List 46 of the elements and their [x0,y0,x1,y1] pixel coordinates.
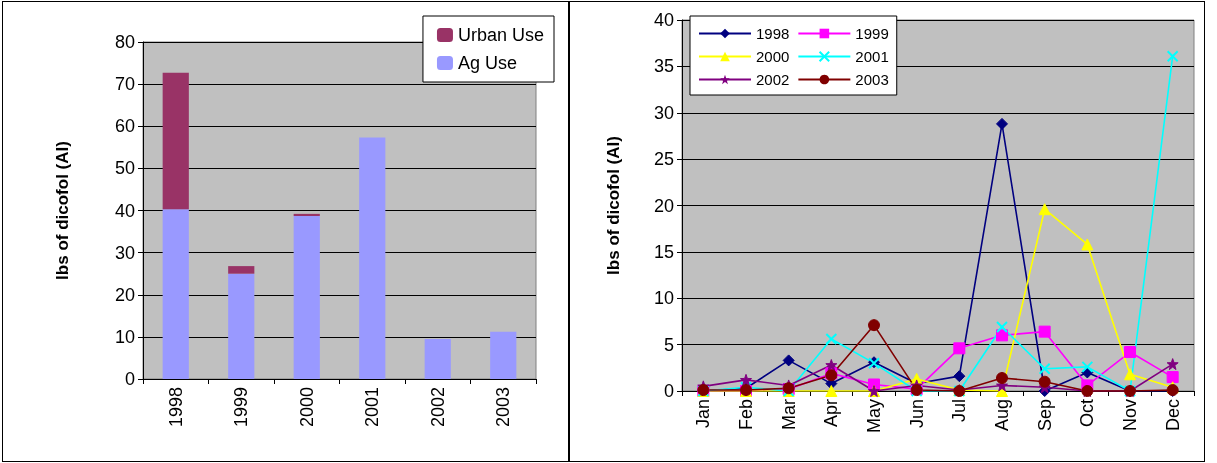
legend-label: 2000 [756,48,790,65]
y-tick-label: 25 [653,149,674,170]
y-tick-label: 30 [653,102,674,123]
x-tick-label: 2000 [296,387,317,428]
y-tick-label: 80 [114,32,135,52]
y-tick-label: 5 [663,334,674,355]
x-tick-label: May [864,399,884,434]
y-tick-label: 40 [114,200,135,221]
y-tick-label: 40 [653,10,674,30]
x-tick-label: Dec [1162,399,1183,432]
x-tick-label: 2003 [493,387,514,428]
y-tick-label: 10 [114,326,135,347]
x-tick-label: Nov [1120,399,1140,432]
x-tick-label: Sep [1034,399,1055,432]
x-tick-label: Aug [992,399,1012,432]
x-tick-label: Jun [906,399,927,429]
legend-label: Ag Use [457,53,517,73]
y-axis-title: lbs of dicofol (AI) [53,141,72,280]
legend-label: 2002 [756,71,790,88]
y-axis-title: lbs of dicofol (AI) [604,136,623,275]
y-tick-label: 10 [653,288,674,309]
legend-label: 1999 [855,25,889,42]
legend-label: 2003 [855,71,889,88]
x-tick-label: Feb [736,399,756,431]
x-tick-label: Jul [949,399,970,423]
legend-label: 2001 [855,48,889,65]
x-tick-label: Mar [778,399,799,430]
y-tick-label: 60 [114,116,135,137]
x-tick-label: 1998 [165,387,186,428]
legend-label: Urban Use [457,25,545,45]
y-tick-label: 50 [114,158,135,179]
y-tick-label: 20 [114,284,135,305]
y-tick-label: 35 [653,56,674,77]
x-tick-label: Apr [821,399,842,428]
x-tick-label: 2002 [427,387,448,428]
y-tick-label: 20 [653,195,674,216]
y-tick-label: 15 [653,241,674,262]
y-tick-label: 70 [114,74,135,95]
x-tick-label: Jan [693,399,714,429]
x-tick-label: 1999 [231,387,252,428]
x-tick-label: Oct [1077,399,1098,428]
y-tick-label: 30 [114,242,135,263]
y-tick-label: 0 [663,381,674,401]
y-tick-label: 0 [124,369,135,389]
x-tick-label: 2001 [362,387,383,428]
legend-label: 1998 [756,25,790,42]
